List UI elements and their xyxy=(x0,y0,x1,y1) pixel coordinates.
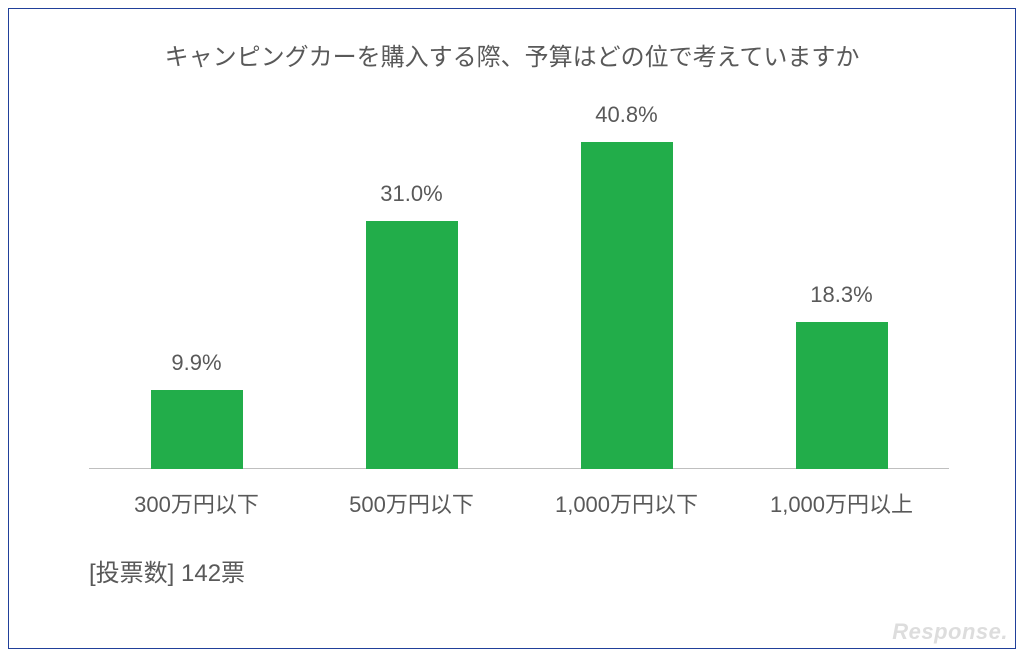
bar-group-1: 31.0% 500万円以下 xyxy=(304,109,519,469)
chart-title: キャンピングカーを購入する際、予算はどの位で考えていますか xyxy=(9,37,1015,72)
value-label-2: 40.8% xyxy=(595,102,657,128)
plot-area: 9.9% 300万円以下 31.0% 500万円以下 40.8% 1,000万円… xyxy=(89,109,949,469)
vote-count-label: [投票数] 142票 xyxy=(89,553,245,588)
bar-1 xyxy=(366,221,458,469)
value-label-3: 18.3% xyxy=(810,282,872,308)
bar-3 xyxy=(796,322,888,469)
value-label-0: 9.9% xyxy=(171,350,221,376)
category-label-1: 500万円以下 xyxy=(349,487,474,519)
category-label-3: 1,000万円以上 xyxy=(770,487,913,519)
chart-frame: キャンピングカーを購入する際、予算はどの位で考えていますか 9.9% 300万円… xyxy=(8,8,1016,649)
bar-2 xyxy=(581,142,673,469)
bar-group-0: 9.9% 300万円以下 xyxy=(89,109,304,469)
bar-group-2: 40.8% 1,000万円以下 xyxy=(519,109,734,469)
bar-0 xyxy=(151,390,243,469)
category-label-2: 1,000万円以下 xyxy=(555,487,698,519)
category-label-0: 300万円以下 xyxy=(134,487,259,519)
bar-group-3: 18.3% 1,000万円以上 xyxy=(734,109,949,469)
value-label-1: 31.0% xyxy=(380,181,442,207)
